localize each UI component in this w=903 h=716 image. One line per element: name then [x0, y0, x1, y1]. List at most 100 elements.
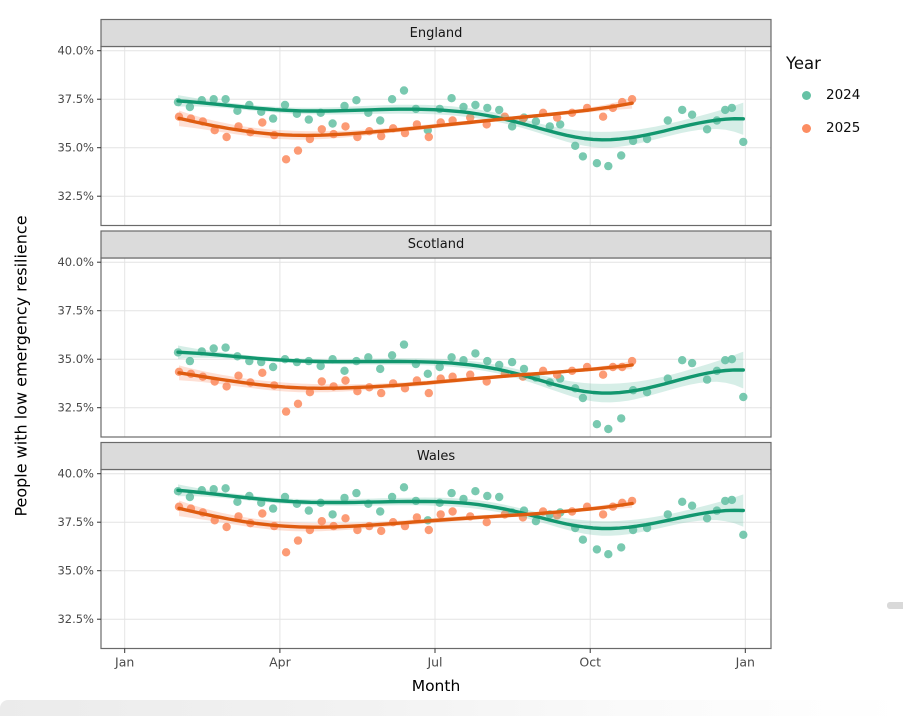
x-tick-label: Jan	[735, 655, 755, 670]
data-point	[482, 518, 491, 527]
ci-ribbon-2025	[179, 499, 633, 532]
data-point	[617, 151, 626, 160]
data-point	[377, 131, 386, 141]
data-point	[507, 357, 517, 367]
data-point	[281, 407, 291, 416]
data-point	[377, 526, 386, 536]
data-point	[617, 414, 626, 423]
data-point	[495, 360, 504, 370]
data-point	[604, 550, 613, 559]
data-point	[471, 487, 480, 496]
legend-title: Year	[786, 54, 821, 73]
data-point	[293, 536, 303, 545]
data-point	[578, 152, 588, 161]
data-point	[678, 105, 687, 115]
facet-panel-england: 40.0% 37.5% 35.0% 32.5%	[57, 18, 772, 227]
data-point	[592, 420, 602, 429]
legend-item-label: 2025	[826, 120, 861, 136]
data-point	[221, 95, 230, 104]
legend-dot-2025-icon	[802, 123, 811, 133]
data-point	[556, 120, 565, 129]
data-point	[268, 114, 278, 123]
data-point	[316, 361, 325, 371]
data-point	[341, 376, 350, 385]
data-point	[209, 344, 218, 353]
data-point	[687, 501, 697, 510]
data-point	[352, 96, 361, 105]
y-tick-label: 35.0%	[57, 352, 94, 366]
x-axis-title: Month	[411, 677, 461, 695]
x-tick-label: Jul	[426, 655, 442, 670]
data-point	[233, 497, 242, 506]
gridlines	[101, 258, 771, 437]
page-bottom-edge	[0, 700, 903, 716]
data-point	[258, 118, 267, 127]
data-point	[598, 510, 608, 519]
data-point	[687, 358, 697, 368]
data-point	[727, 495, 737, 505]
data-point	[317, 517, 326, 526]
y-tick-label: 32.5%	[57, 189, 94, 203]
data-point	[678, 497, 687, 506]
data-point	[627, 356, 637, 366]
data-point	[531, 517, 541, 526]
data-point	[739, 392, 748, 402]
smooth-line-2024	[176, 350, 745, 395]
data-point	[436, 510, 445, 519]
data-point	[185, 356, 195, 366]
y-tick-label: 37.5%	[57, 92, 94, 106]
data-point	[304, 115, 313, 124]
ci-ribbon-2025	[179, 97, 633, 140]
data-point	[268, 362, 278, 372]
x-tick-label: Oct	[579, 655, 601, 670]
data-point	[185, 102, 195, 112]
legend: Year 2024 2025	[786, 54, 860, 139]
data-point	[210, 126, 219, 135]
y-tick-label: 37.5%	[57, 515, 94, 529]
data-point	[353, 525, 362, 535]
y-tick-label: 32.5%	[57, 612, 94, 626]
data-point	[234, 512, 243, 521]
data-point	[293, 146, 303, 155]
data-point	[387, 492, 397, 502]
smooth-line-2025	[177, 101, 634, 138]
data-point	[678, 356, 687, 365]
data-point	[447, 488, 456, 498]
y-tick-label: 40.0%	[57, 44, 94, 58]
x-tick-label: Apr	[269, 655, 291, 670]
y-axis-title: People with low emergency resilience	[11, 215, 31, 517]
smooth-line-2024	[176, 99, 745, 142]
data-point	[305, 388, 315, 397]
data-point	[424, 525, 433, 535]
data-point	[222, 382, 231, 391]
data-point	[340, 366, 349, 375]
y-tick-label: 40.0%	[57, 467, 94, 481]
data-point	[435, 362, 444, 372]
data-point	[268, 504, 278, 513]
smooth-line-2025	[177, 501, 634, 529]
data-point	[471, 100, 480, 110]
data-point	[340, 101, 349, 111]
data-point	[721, 356, 730, 365]
data-point	[280, 100, 290, 110]
x-tick-label: Jan	[114, 655, 134, 670]
data-point	[598, 112, 608, 121]
data-point	[222, 522, 231, 532]
y-tick-label: 35.0%	[57, 141, 94, 155]
data-point	[377, 388, 386, 398]
data-point	[341, 122, 350, 131]
data-point	[663, 510, 672, 519]
data-point	[341, 514, 350, 523]
data-point	[592, 159, 602, 168]
data-point	[592, 545, 602, 554]
facet-strip	[100, 441, 772, 471]
data-point	[727, 355, 737, 364]
data-point	[687, 110, 697, 119]
data-point	[466, 113, 475, 122]
data-point	[507, 122, 517, 131]
legend-dot-2024-icon	[802, 90, 811, 100]
data-point	[721, 105, 730, 115]
data-point	[293, 399, 303, 408]
data-point	[598, 370, 608, 379]
